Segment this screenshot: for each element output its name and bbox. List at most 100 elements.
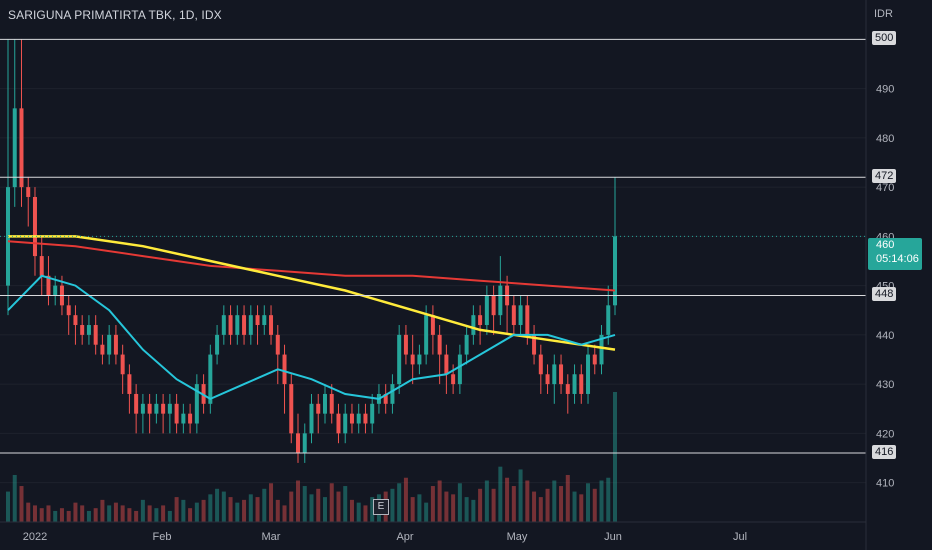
volume-bar: [53, 510, 58, 522]
volume-bar: [417, 494, 422, 522]
volume-bar: [606, 477, 611, 522]
volume-bar: [248, 494, 253, 522]
candle-body: [309, 403, 314, 434]
x-tick-label: Jul: [733, 531, 747, 543]
x-tick-label: Apr: [396, 531, 413, 543]
horizontal-levels: [0, 38, 866, 454]
volume-bar: [59, 508, 64, 522]
volume-bar: [174, 497, 179, 522]
volume-bar: [525, 480, 530, 522]
volume-bar: [255, 497, 260, 522]
candle-body: [100, 344, 105, 355]
candle-body: [437, 334, 442, 355]
candle-body: [363, 413, 368, 424]
candle-body: [451, 374, 456, 385]
earnings-marker-icon[interactable]: E: [373, 499, 389, 515]
volume-bar: [538, 497, 543, 522]
volume-bar: [134, 510, 139, 522]
candle-body: [579, 374, 584, 394]
volume-bar: [12, 474, 17, 522]
candle-body: [32, 196, 37, 257]
volume-bar: [73, 502, 78, 522]
y-tick-label: 410: [876, 478, 894, 490]
volume-bar: [296, 480, 301, 522]
candle-body: [113, 334, 118, 355]
candle-body: [73, 315, 78, 326]
volume-bar: [559, 486, 564, 522]
candle-body: [613, 236, 617, 306]
candle-body: [511, 305, 516, 326]
candle-body: [349, 413, 354, 424]
candle-body: [525, 305, 530, 335]
volume-bar: [370, 497, 375, 522]
volume-bar: [26, 502, 31, 522]
volume-bar: [289, 491, 294, 522]
candle-body: [606, 305, 611, 335]
volume-bar: [86, 510, 91, 522]
candle-body: [66, 305, 71, 316]
x-tick-label: May: [507, 531, 528, 543]
candle-body: [491, 295, 496, 316]
candle-body: [255, 315, 260, 326]
candle-body: [194, 384, 199, 424]
candle-body: [478, 315, 483, 326]
volume-bar: [343, 486, 348, 522]
candle-body: [559, 364, 564, 385]
volume-bar: [32, 505, 37, 522]
candle-body: [127, 374, 132, 394]
candle-body: [221, 315, 226, 335]
candle-body: [53, 285, 58, 296]
volume-bar: [262, 488, 267, 522]
candle-body: [356, 413, 361, 424]
volume-bar: [471, 499, 476, 522]
volume-bar: [66, 510, 71, 522]
candle-body: [302, 433, 307, 454]
candle-body: [471, 315, 476, 335]
x-tick-label: Jun: [604, 531, 622, 543]
volume-bar: [80, 505, 85, 522]
candle-body: [188, 413, 193, 424]
candle-body: [410, 354, 415, 365]
candle-body: [390, 384, 395, 404]
volume-bar: [208, 494, 213, 522]
y-tick-label: 490: [876, 84, 894, 96]
candle-body: [572, 374, 577, 394]
volume-bar: [498, 466, 503, 522]
volume-bar: [215, 488, 220, 522]
volume-bar: [356, 502, 361, 522]
candle-body: [417, 354, 422, 365]
candle-body: [336, 413, 341, 434]
candle-body: [329, 393, 334, 414]
x-axis: 2022 Feb Mar Apr May Jun Jul: [23, 531, 747, 543]
volume-bar: [221, 491, 226, 522]
volume-bar: [532, 491, 537, 522]
y-tick-label: 470: [876, 182, 894, 194]
volume-bar: [390, 488, 395, 522]
volume-bar: [275, 499, 280, 522]
volume-bar: [194, 502, 199, 522]
volume-bar: [329, 483, 334, 522]
last-price-countdown: 05:14:06: [876, 253, 919, 265]
candle-body: [215, 334, 220, 355]
volume-bar: [336, 491, 341, 522]
volume-bar: [100, 499, 105, 522]
level-price-label: 472: [872, 169, 897, 184]
volume-bar: [451, 494, 456, 522]
candle-body: [552, 364, 557, 385]
candle-body: [107, 334, 112, 355]
volume-bar: [592, 488, 597, 522]
y-tick-label: 440: [876, 330, 894, 342]
volume-bar: [161, 505, 166, 522]
volume-bar: [188, 508, 193, 522]
volume-bar: [349, 499, 354, 522]
volume-bar: [424, 502, 429, 522]
volume-bar: [120, 505, 125, 522]
level-price-label: 500: [872, 31, 897, 46]
candle-body: [39, 256, 44, 276]
candle-body: [289, 384, 294, 434]
volume-bar: [228, 497, 233, 522]
x-tick-label: 2022: [23, 531, 47, 543]
candle-body: [93, 325, 98, 345]
